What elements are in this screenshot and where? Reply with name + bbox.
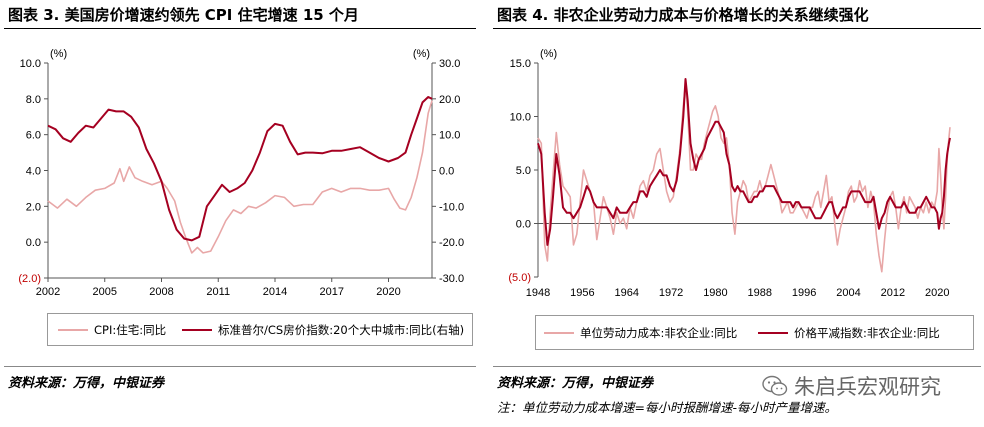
x-tick-label: 1956 [570,287,594,299]
series-line-cs [47,96,433,242]
right-legend-swatch-ulc [544,331,574,334]
right-chart: 15.0 10.0 5.0 0.0 (5.0) (%) 1948 1956 1964 1972 19… [508,48,951,299]
right-legend-item-ulc: 单位劳动力成本:非农企业:同比 [544,316,737,349]
y-tick-label: (5.0) [508,272,531,284]
left-y-tick-label: 8.0 [26,94,41,106]
left-y-tick-label: 2.0 [26,201,41,213]
left-legend-item-cpi: CPI:住宅:同比 [58,314,166,345]
x-tick-label: 2012 [881,287,905,299]
watermark-text: 朱启兵宏观研究 [794,375,941,399]
wechat-icon [762,375,788,396]
left-legend-item-cs: 标准普尔/CS房价指数:20个大中城市:同比(右轴) [182,314,464,345]
x-tick-label: 2008 [149,286,173,298]
x-tick-label: 1964 [614,287,638,299]
right-y-tick-label: 20.0 [439,94,460,106]
left-y-tick-label: (2.0) [18,273,41,285]
watermark: 朱启兵宏观研究 [762,371,941,401]
x-tick-label: 1996 [792,287,816,299]
left-title-rule [4,28,476,29]
right-legend: 单位劳动力成本:非农企业:同比 价格平减指数:非农企业:同比 [535,315,974,350]
x-tick-label: 2014 [263,286,287,298]
right-y-tick-label: -30.0 [439,273,464,285]
right-note: 注：单位劳动力成本增速=每小时报酬增速-每小时产量增速。 [497,400,837,415]
right-legend-swatch-deflator [758,331,788,334]
y-tick-label: 5.0 [516,165,531,177]
y-tick-label: 0.0 [516,219,531,231]
left-chart-title: 图表 3. 美国房价增速约领先 CPI 住宅增速 15 个月 [8,6,359,24]
right-legend-label-deflator: 价格平减指数:非农企业:同比 [794,325,940,340]
right-source-rule [493,366,981,367]
x-tick-label: 1988 [748,287,772,299]
x-tick-label: 1972 [659,287,683,299]
series-line-deflator [537,78,951,246]
x-tick-label: 2020 [925,287,949,299]
series-line-cpi [47,100,433,254]
right-y-unit: (%) [413,48,430,60]
x-tick-label: 2005 [93,286,117,298]
right-y-tick-label: -10.0 [439,201,464,213]
y-unit: (%) [540,48,557,60]
series-line-ulc [537,83,951,273]
left-y-tick-label: 6.0 [26,130,41,142]
right-source: 资料来源：万得，中银证券 [497,376,654,391]
x-tick-label: 2004 [836,287,860,299]
left-y-tick-label: 10.0 [20,58,41,70]
left-legend-swatch-cs [182,328,212,331]
left-source: 资料来源：万得，中银证券 [8,376,165,391]
right-chart-title: 图表 4. 非农企业劳动力成本与价格增长的关系继续强化 [497,6,869,24]
left-chart: 10.0 8.0 6.0 4.0 2.0 0.0 (2.0) 30.0 20.0 10.0 0.0 -… [18,48,464,298]
left-legend-swatch-cpi [58,328,88,331]
x-tick-label: 2020 [376,286,400,298]
left-y-tick-label: 0.0 [26,237,41,249]
left-source-rule [4,366,476,367]
left-y-unit: (%) [50,48,67,60]
right-legend-label-ulc: 单位劳动力成本:非农企业:同比 [580,325,738,340]
x-tick-label: 2002 [36,286,60,298]
right-legend-item-deflator: 价格平减指数:非农企业:同比 [758,316,940,349]
right-y-tick-label: 10.0 [439,130,460,142]
left-legend-label-cs: 标准普尔/CS房价指数:20个大中城市:同比(右轴) [218,322,465,337]
left-y-tick-label: 4.0 [26,166,41,178]
x-tick-label: 2011 [206,286,230,298]
right-y-tick-label: 30.0 [439,58,460,70]
right-y-tick-label: 0.0 [439,166,454,178]
y-tick-label: 15.0 [510,58,531,70]
y-tick-label: 10.0 [510,112,531,124]
right-y-tick-label: -20.0 [439,237,464,249]
x-tick-label: 2017 [320,286,344,298]
left-legend-label-cpi: CPI:住宅:同比 [94,322,167,337]
left-legend: CPI:住宅:同比 标准普尔/CS房价指数:20个大中城市:同比(右轴) [47,313,473,346]
x-tick-label: 1948 [526,287,550,299]
x-tick-label: 1980 [703,287,727,299]
right-title-rule [493,28,981,29]
